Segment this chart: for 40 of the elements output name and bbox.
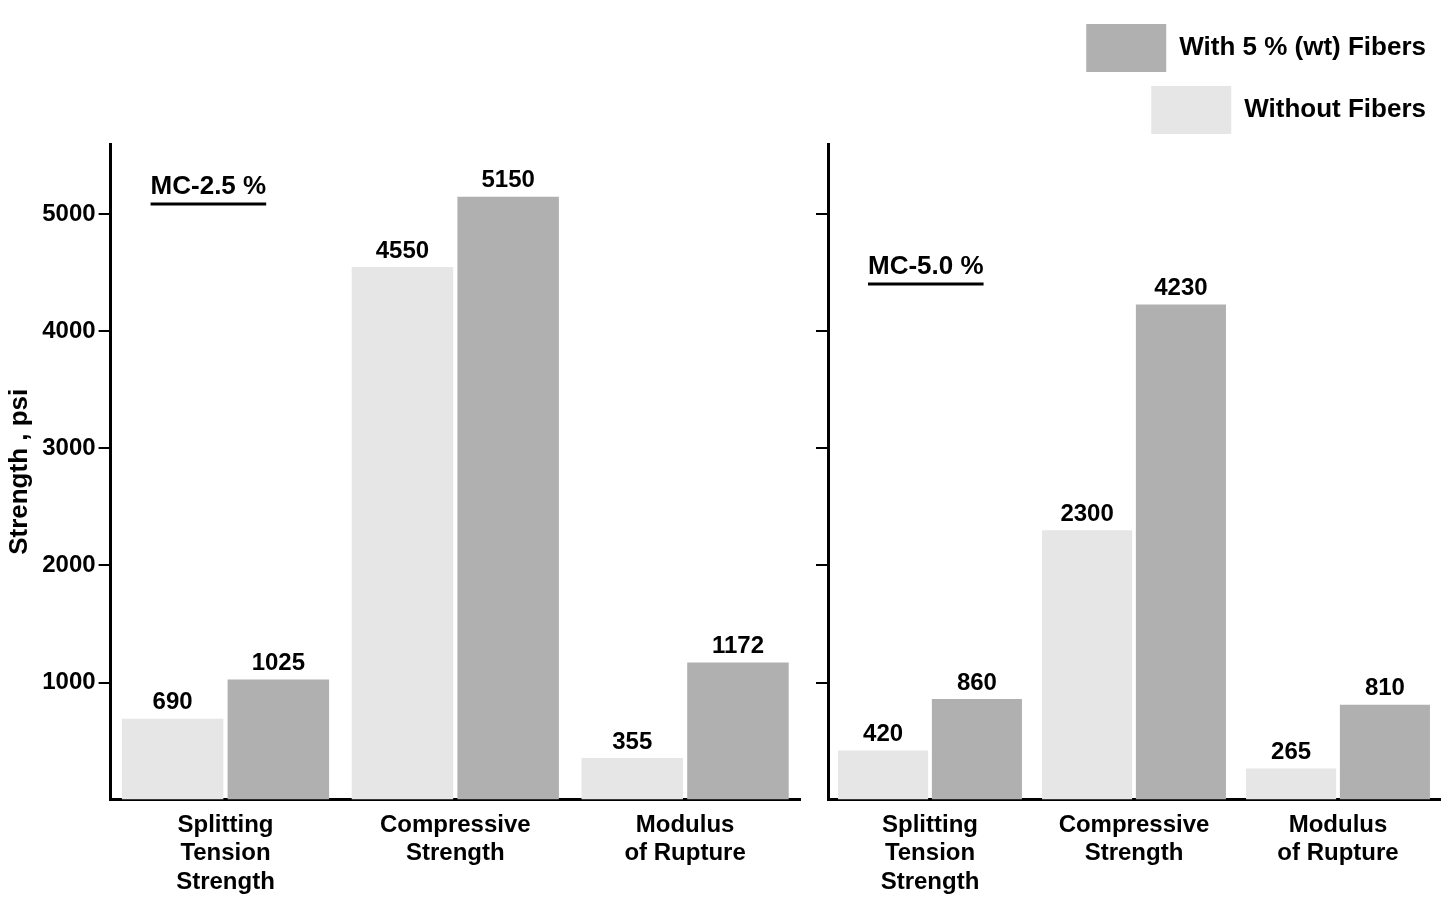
data-label: 690 bbox=[152, 687, 193, 715]
bar bbox=[687, 662, 789, 800]
data-label: 4550 bbox=[375, 235, 430, 263]
data-label: 420 bbox=[863, 719, 904, 747]
data-label: 2300 bbox=[1060, 498, 1114, 526]
legend-label: Without Fibers bbox=[1244, 93, 1426, 124]
legend-label: With 5 % (wt) Fibers bbox=[1179, 31, 1427, 62]
y-tick-label: 3000 bbox=[42, 433, 96, 461]
y-tick-label: 2000 bbox=[42, 550, 96, 578]
data-label: 265 bbox=[1271, 737, 1312, 765]
bar bbox=[838, 750, 929, 800]
y-tick-label: 5000 bbox=[42, 198, 96, 226]
y-tick-label: 1000 bbox=[42, 667, 96, 695]
bar bbox=[1135, 304, 1226, 800]
x-tick-label: Compressive Strength bbox=[1058, 809, 1210, 866]
bar bbox=[457, 196, 559, 800]
y-tick-label: 4000 bbox=[42, 315, 96, 343]
annotation: MC-5.0 % bbox=[868, 250, 984, 280]
bar bbox=[227, 679, 330, 800]
data-label: 860 bbox=[956, 667, 997, 695]
y-axis-title: Strength , psi bbox=[2, 388, 33, 555]
data-label: 4230 bbox=[1154, 273, 1208, 301]
bar bbox=[1042, 530, 1133, 800]
x-tick-label: Modulus of Rupture bbox=[624, 809, 746, 866]
bar bbox=[1339, 704, 1430, 800]
x-tick-label: Compressive Strength bbox=[379, 809, 531, 866]
data-label: 1172 bbox=[711, 631, 764, 659]
bar bbox=[351, 266, 454, 800]
x-tick-label: Splitting Tension Strength bbox=[176, 809, 275, 895]
annotation: MC-2.5 % bbox=[150, 170, 267, 200]
data-label: 810 bbox=[1364, 673, 1405, 701]
bar bbox=[1246, 768, 1337, 800]
x-tick-label: Modulus of Rupture bbox=[1277, 809, 1399, 866]
x-tick-label: Splitting Tension Strength bbox=[880, 809, 980, 895]
data-label: 355 bbox=[612, 726, 653, 754]
data-label: 5150 bbox=[481, 165, 535, 193]
data-label: 1025 bbox=[251, 648, 306, 676]
bar bbox=[931, 698, 1022, 800]
bar bbox=[581, 758, 683, 800]
bar bbox=[121, 718, 224, 800]
